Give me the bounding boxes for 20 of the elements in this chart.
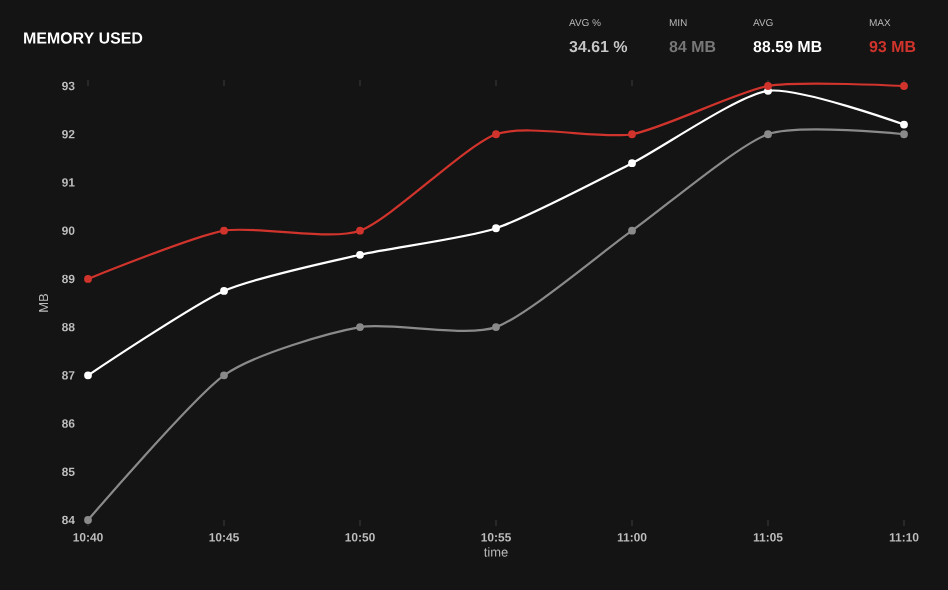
point [900, 82, 908, 90]
point [84, 371, 92, 380]
point [628, 226, 636, 235]
point [900, 120, 908, 129]
point [356, 226, 364, 235]
point [356, 250, 364, 259]
point [900, 130, 908, 139]
point [628, 159, 636, 168]
point [220, 371, 228, 380]
point [492, 224, 500, 233]
point [220, 287, 228, 295]
point [764, 130, 772, 139]
point [492, 130, 500, 139]
point [628, 130, 636, 139]
point [492, 323, 500, 332]
point [84, 274, 92, 283]
point [764, 82, 772, 90]
point [84, 516, 92, 524]
point [356, 323, 364, 332]
point [220, 226, 228, 235]
